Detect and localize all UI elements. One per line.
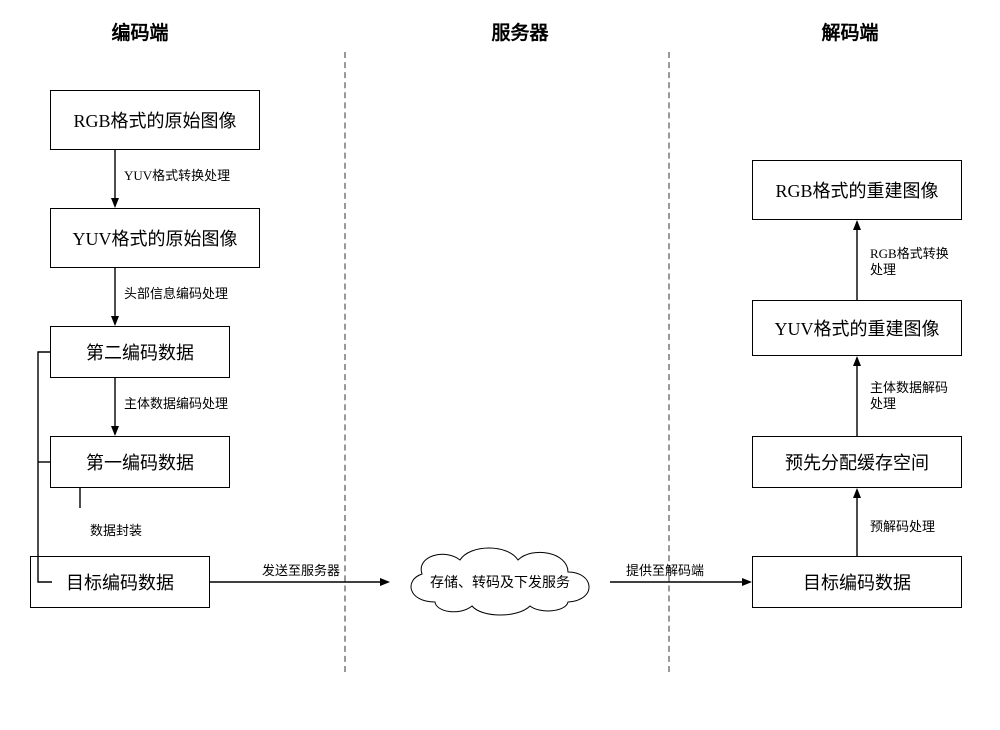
header-server: 服务器 (460, 18, 580, 45)
header-decoder: 解码端 (790, 18, 910, 45)
enc-label-header-encode: 头部信息编码处理 (124, 283, 228, 302)
enc-box-rgb-original-text: RGB格式的原始图像 (73, 107, 236, 133)
server-cloud: 存储、转码及下发服务 (390, 540, 610, 620)
dec-box-prealloc-cache-text: 预先分配缓存空间 (785, 449, 929, 475)
divider-1 (344, 52, 346, 672)
dec-box-yuv-recon-text: YUV格式的重建图像 (775, 315, 940, 341)
enc-box-rgb-original: RGB格式的原始图像 (50, 90, 260, 150)
dec-label-predecode: 预解码处理 (870, 516, 935, 535)
dec-box-target-encoded: 目标编码数据 (752, 556, 962, 608)
dec-label-rgb-convert: RGB格式转换 处理 (870, 246, 949, 279)
enc-box-yuv-original-text: YUV格式的原始图像 (73, 225, 238, 251)
enc-box-target-encoded: 目标编码数据 (30, 556, 210, 608)
enc-box-target-encoded-text: 目标编码数据 (66, 569, 174, 595)
enc-box-first-encoded: 第一编码数据 (50, 436, 230, 488)
enc-label-package: 数据封装 (90, 520, 142, 539)
dec-box-target-encoded-text: 目标编码数据 (803, 569, 911, 595)
dec-box-prealloc-cache: 预先分配缓存空间 (752, 436, 962, 488)
enc-box-first-encoded-text: 第一编码数据 (86, 449, 194, 475)
divider-2 (668, 52, 670, 672)
dec-label-body-decode: 主体数据解码 处理 (870, 380, 948, 413)
enc-label-body-encode: 主体数据编码处理 (124, 393, 228, 412)
enc-box-second-encoded-text: 第二编码数据 (86, 339, 194, 365)
enc-box-second-encoded: 第二编码数据 (50, 326, 230, 378)
dec-box-rgb-recon-text: RGB格式的重建图像 (775, 177, 938, 203)
dec-box-yuv-recon: YUV格式的重建图像 (752, 300, 962, 356)
server-label-provide: 提供至解码端 (626, 560, 704, 579)
enc-box-yuv-original: YUV格式的原始图像 (50, 208, 260, 268)
enc-label-send-server: 发送至服务器 (262, 560, 340, 579)
dec-box-rgb-recon: RGB格式的重建图像 (752, 160, 962, 220)
header-encoder: 编码端 (80, 18, 200, 45)
enc-label-yuv-convert: YUV格式转换处理 (124, 165, 230, 184)
server-cloud-text: 存储、转码及下发服务 (390, 572, 610, 592)
